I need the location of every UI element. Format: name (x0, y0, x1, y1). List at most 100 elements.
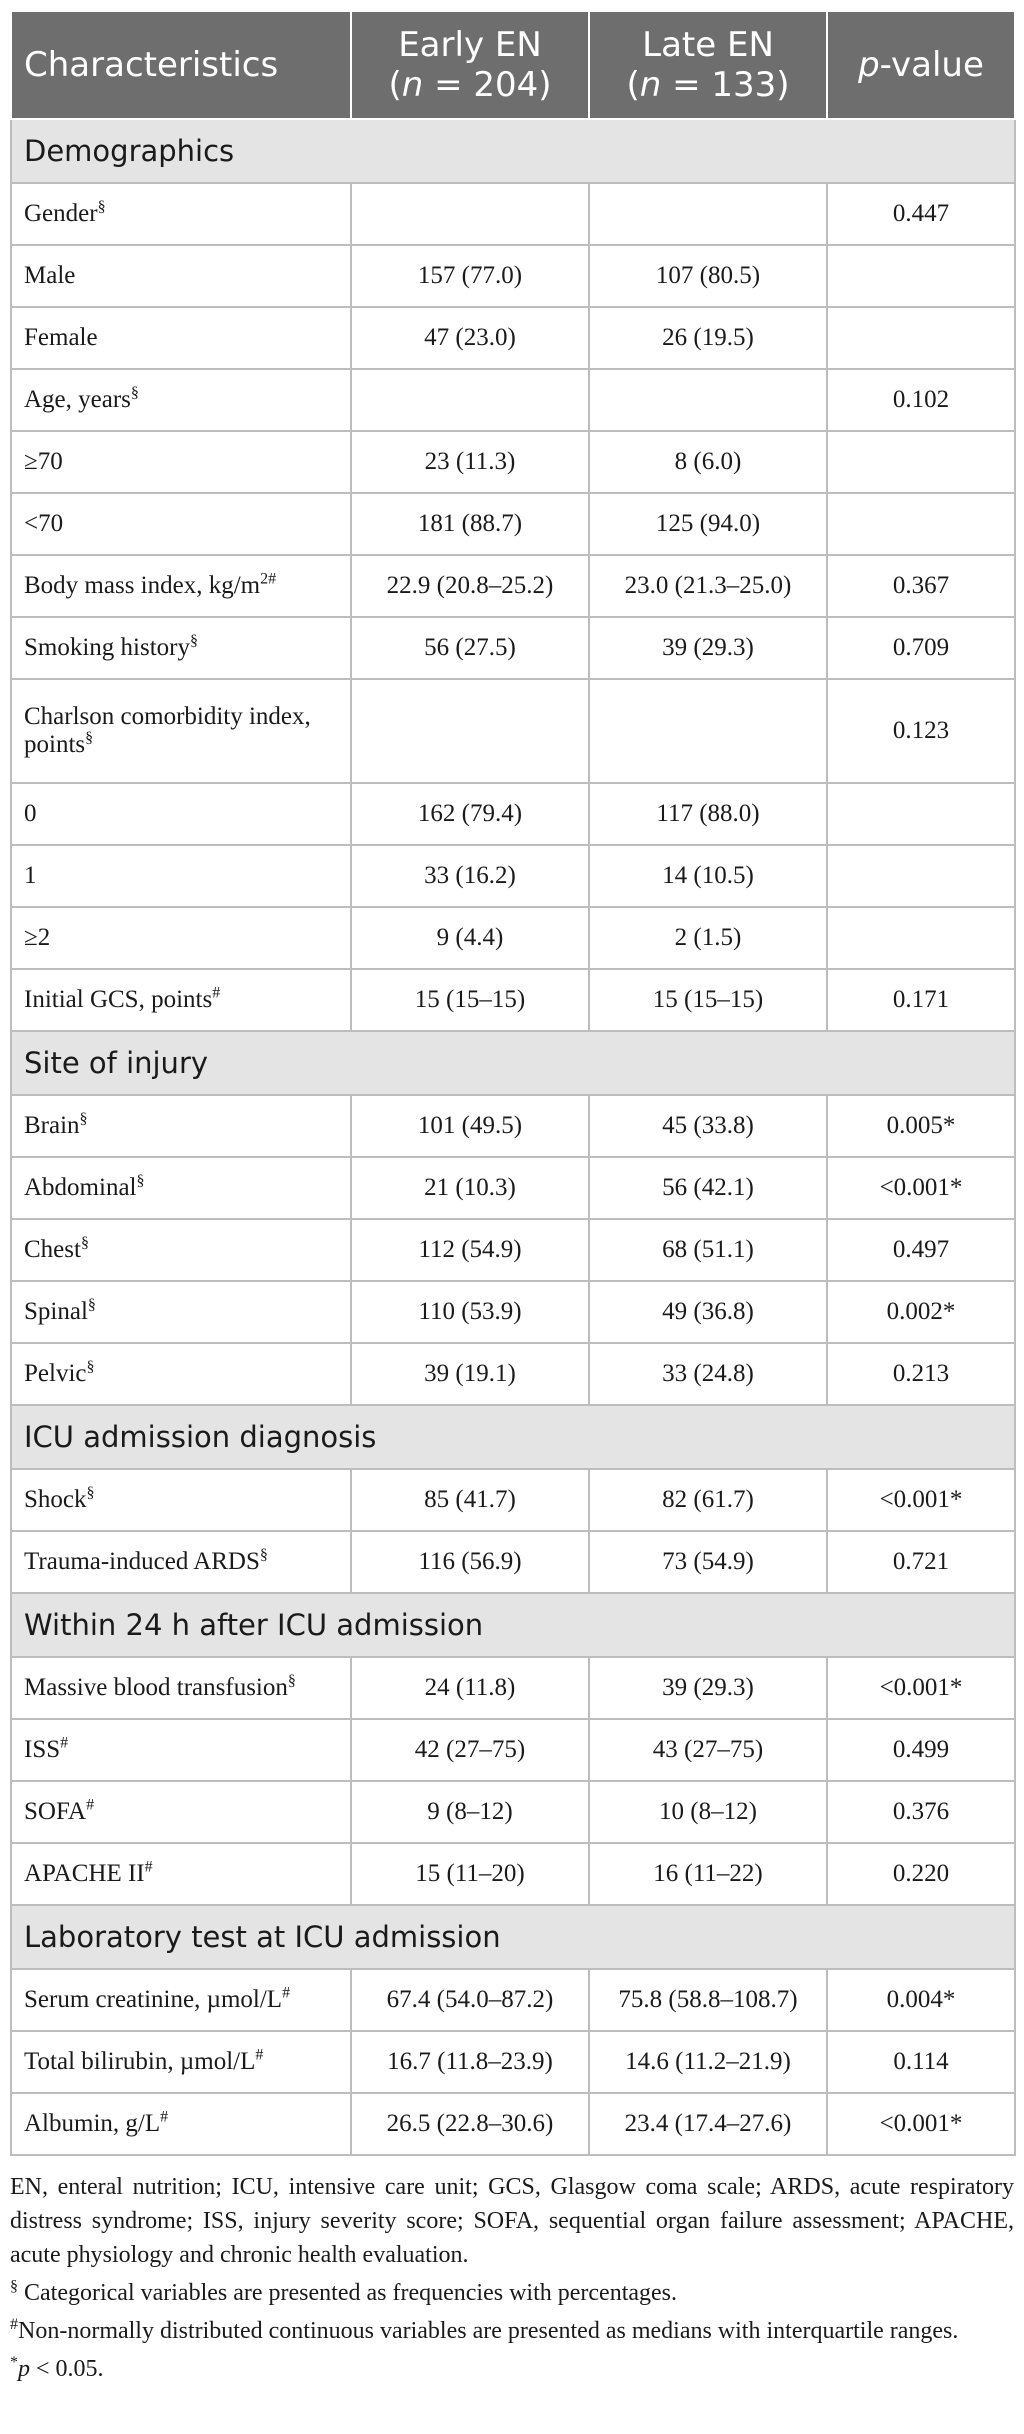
late-en-cell: 68 (51.1) (588, 1218, 828, 1282)
table-row: Charlson comorbidity index, points§ 0.123 (10, 678, 1016, 784)
table-row: Serum creatinine, µmol/L# 67.4 (54.0–87.2… (10, 1968, 1016, 2032)
row-label-text: Massive blood transfusion (24, 1674, 288, 1701)
early-en-cell: 39 (19.1) (350, 1342, 590, 1406)
row-label: ISS# (10, 1718, 352, 1782)
row-label-text: <70 (24, 510, 64, 537)
early-en-cell: 157 (77.0) (350, 244, 590, 308)
p-value-cell: 0.005* (826, 1094, 1016, 1158)
characteristics-table: Characteristics Early EN (n = 204) Late E… (10, 10, 1016, 2156)
table-row: APACHE II# 15 (11–20) 16 (11–22) 0.220 (10, 1842, 1016, 1906)
table-row: ≥2 9 (4.4) 2 (1.5) (10, 906, 1016, 970)
table-row: Spinal§ 110 (53.9) 49 (36.8) 0.002* (10, 1280, 1016, 1344)
section-title: Site of injury (10, 1030, 1016, 1096)
row-label-text: 0 (24, 800, 37, 827)
table-row: Female 47 (23.0) 26 (19.5) (10, 306, 1016, 370)
section-row: ICU admission diagnosis (10, 1404, 1016, 1470)
early-en-cell: 85 (41.7) (350, 1468, 590, 1532)
early-en-cell: 33 (16.2) (350, 844, 590, 908)
row-label-text: Initial GCS, points (24, 986, 213, 1013)
table-row: Pelvic§ 39 (19.1) 33 (24.8) 0.213 (10, 1342, 1016, 1406)
row-label-text: Chest (24, 1236, 81, 1263)
table-container: Characteristics Early EN (n = 204) Late E… (10, 10, 1016, 2390)
section-row: Within 24 h after ICU admission (10, 1592, 1016, 1658)
header-p: p (858, 45, 880, 85)
row-label-mark: § (85, 729, 94, 747)
row-label-text: Age, years (24, 386, 131, 413)
p-value-cell (826, 430, 1016, 494)
header-early-n: n (401, 65, 424, 105)
table-row: <70 181 (88.7) 125 (94.0) (10, 492, 1016, 556)
header-p-value: p-value (826, 10, 1016, 120)
row-label: Abdominal§ (10, 1156, 352, 1220)
table-row: Shock§ 85 (41.7) 82 (61.7) <0.001* (10, 1468, 1016, 1532)
p-value-cell: <0.001* (826, 1656, 1016, 1720)
early-en-cell: 116 (56.9) (350, 1530, 590, 1594)
row-label-mark: § (87, 1296, 96, 1314)
p-value-cell (826, 306, 1016, 370)
p-value-cell (826, 844, 1016, 908)
early-en-cell: 110 (53.9) (350, 1280, 590, 1344)
row-label: ≥2 (10, 906, 352, 970)
row-label: Charlson comorbidity index, points§ (10, 678, 352, 784)
early-en-cell: 15 (15–15) (350, 968, 590, 1032)
late-en-cell: 15 (15–15) (588, 968, 828, 1032)
section-row: Laboratory test at ICU admission (10, 1904, 1016, 1970)
table-row: Age, years§ 0.102 (10, 368, 1016, 432)
early-en-cell: 181 (88.7) (350, 492, 590, 556)
row-label-mark: # (144, 1858, 153, 1876)
header-late-n-value: = 133) (661, 65, 790, 105)
row-label-text: 1 (24, 862, 37, 889)
table-row: Brain§ 101 (49.5) 45 (33.8) 0.005* (10, 1094, 1016, 1158)
late-en-cell (588, 182, 828, 246)
late-en-cell: 73 (54.9) (588, 1530, 828, 1594)
late-en-cell: 39 (29.3) (588, 616, 828, 680)
early-en-cell: 16.7 (11.8–23.9) (350, 2030, 590, 2094)
p-value-cell: <0.001* (826, 2092, 1016, 2156)
row-label-mark: § (86, 1484, 95, 1502)
row-label: <70 (10, 492, 352, 556)
late-en-cell: 16 (11–22) (588, 1842, 828, 1906)
row-label: Massive blood transfusion§ (10, 1656, 352, 1720)
row-label: ≥70 (10, 430, 352, 494)
p-value-cell: 0.497 (826, 1218, 1016, 1282)
row-label-mark: # (212, 984, 221, 1002)
early-en-cell: 162 (79.4) (350, 782, 590, 846)
late-en-cell: 2 (1.5) (588, 906, 828, 970)
p-value-cell: 0.102 (826, 368, 1016, 432)
table-row: Gender§ 0.447 (10, 182, 1016, 246)
section-title: Laboratory test at ICU admission (10, 1904, 1016, 1970)
row-label: Smoking history§ (10, 616, 352, 680)
footnote-section-mark: § (10, 2278, 18, 2295)
p-value-cell: 0.220 (826, 1842, 1016, 1906)
table-row: Smoking history§ 56 (27.5) 39 (29.3) 0.709 (10, 616, 1016, 680)
early-en-cell: 23 (11.3) (350, 430, 590, 494)
row-label: Age, years§ (10, 368, 352, 432)
late-en-cell: 82 (61.7) (588, 1468, 828, 1532)
early-en-cell: 101 (49.5) (350, 1094, 590, 1158)
p-value-cell: 0.114 (826, 2030, 1016, 2094)
p-value-cell: 0.171 (826, 968, 1016, 1032)
table-row: 0 162 (79.4) 117 (88.0) (10, 782, 1016, 846)
late-en-cell: 45 (33.8) (588, 1094, 828, 1158)
late-en-cell: 33 (24.8) (588, 1342, 828, 1406)
row-label-text: Pelvic (24, 1360, 87, 1387)
table-row: Initial GCS, points# 15 (15–15) 15 (15–15)… (10, 968, 1016, 1032)
row-label-text: Trauma-induced ARDS (24, 1548, 260, 1575)
early-en-cell (350, 182, 590, 246)
section-row: Site of injury (10, 1030, 1016, 1096)
early-en-cell: 22.9 (20.8–25.2) (350, 554, 590, 618)
p-value-cell: 0.709 (826, 616, 1016, 680)
p-value-cell: 0.721 (826, 1530, 1016, 1594)
row-label-mark: § (287, 1672, 296, 1690)
row-label-text: Albumin, g/L (24, 2110, 161, 2137)
row-label: SOFA# (10, 1780, 352, 1844)
row-label-mark: § (190, 632, 198, 650)
early-en-cell: 42 (27–75) (350, 1718, 590, 1782)
header-late-title: Late EN (642, 25, 774, 65)
p-value-cell: <0.001* (826, 1156, 1016, 1220)
late-en-cell: 117 (88.0) (588, 782, 828, 846)
late-en-cell: 56 (42.1) (588, 1156, 828, 1220)
p-value-cell: 0.367 (826, 554, 1016, 618)
row-label-text: Female (24, 324, 98, 351)
row-label-text: Serum creatinine, µmol/L (24, 1986, 283, 2013)
